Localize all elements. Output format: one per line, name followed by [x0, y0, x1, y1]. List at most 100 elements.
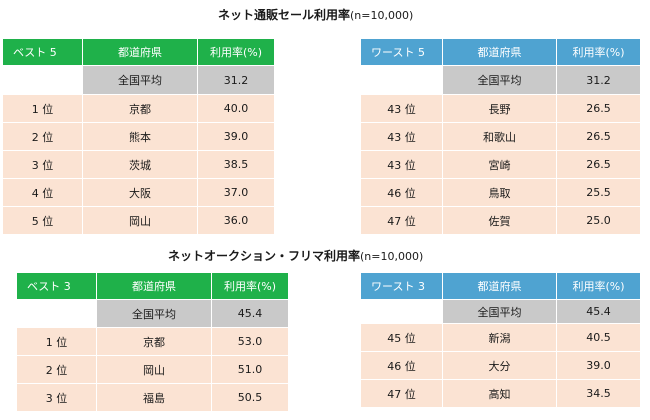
prefecture-header: 都道府県: [96, 272, 212, 300]
prefecture-header: 都道府県: [442, 272, 557, 300]
table-header-row: ワースト 3 都道府県 利用率(%): [360, 272, 641, 300]
rank-header: ワースト 3: [360, 272, 443, 300]
rank-cell: 1 位: [2, 94, 83, 123]
rank-header: ベスト 5: [2, 38, 83, 66]
table-row: 47 位 高知 34.5: [360, 379, 641, 408]
rate-cell: 26.5: [556, 122, 641, 151]
average-blank-cell: [360, 65, 443, 95]
prefecture-cell: 和歌山: [442, 122, 557, 151]
rate-cell: 34.5: [556, 379, 641, 408]
table-row: 2 位 熊本 39.0: [2, 122, 275, 151]
rank-cell: 43 位: [360, 94, 443, 123]
prefecture-cell: 新潟: [442, 323, 557, 352]
average-value: 31.2: [197, 65, 275, 95]
rate-cell: 39.0: [556, 351, 641, 380]
section1-worst-table: ワースト 5 都道府県 利用率(%) 全国平均 31.2 43 位 長野 26.…: [360, 38, 641, 235]
average-value: 45.4: [556, 299, 641, 324]
rank-cell: 46 位: [360, 178, 443, 207]
prefecture-cell: 岡山: [96, 355, 212, 384]
table-row: 43 位 宮崎 26.5: [360, 150, 641, 179]
rate-cell: 40.5: [556, 323, 641, 352]
rate-cell: 37.0: [197, 178, 275, 207]
section1-title: ネット通販セール利用率(n=10,000): [218, 6, 413, 23]
rate-cell: 36.0: [197, 206, 275, 235]
average-blank-cell: [2, 65, 83, 95]
rate-cell: 53.0: [211, 327, 289, 356]
rate-header: 利用率(%): [211, 272, 289, 300]
prefecture-header: 都道府県: [442, 38, 557, 66]
average-label: 全国平均: [442, 299, 557, 324]
rank-cell: 4 位: [2, 178, 83, 207]
rank-cell: 1 位: [16, 327, 97, 356]
prefecture-cell: 大阪: [82, 178, 198, 207]
average-row: 全国平均 45.4: [360, 299, 641, 324]
rate-header: 利用率(%): [556, 38, 641, 66]
prefecture-cell: 大分: [442, 351, 557, 380]
table-row: 1 位 京都 40.0: [2, 94, 275, 123]
average-row: 全国平均 31.2: [360, 65, 641, 95]
rate-cell: 40.0: [197, 94, 275, 123]
rate-cell: 39.0: [197, 122, 275, 151]
average-label: 全国平均: [96, 299, 212, 328]
table-row: 3 位 福島 50.5: [16, 383, 289, 412]
rank-cell: 45 位: [360, 323, 443, 352]
prefecture-cell: 福島: [96, 383, 212, 412]
rate-cell: 26.5: [556, 150, 641, 179]
rank-cell: 46 位: [360, 351, 443, 380]
average-row: 全国平均 45.4: [16, 299, 289, 328]
prefecture-cell: 岡山: [82, 206, 198, 235]
prefecture-cell: 佐賀: [442, 206, 557, 235]
rank-header: ベスト 3: [16, 272, 97, 300]
section2-title-text: ネットオークション・フリマ利用率: [168, 249, 361, 263]
rank-cell: 43 位: [360, 122, 443, 151]
average-label: 全国平均: [442, 65, 557, 95]
section1-subtitle: (n=10,000): [350, 9, 414, 22]
rate-header: 利用率(%): [556, 272, 641, 300]
average-value: 45.4: [211, 299, 289, 328]
rate-cell: 38.5: [197, 150, 275, 179]
section2-best-table: ベスト 3 都道府県 利用率(%) 全国平均 45.4 1 位 京都 53.0 …: [16, 272, 289, 412]
table-row: 43 位 和歌山 26.5: [360, 122, 641, 151]
rate-cell: 25.0: [556, 206, 641, 235]
average-blank-cell: [16, 299, 97, 328]
table-row: 47 位 佐賀 25.0: [360, 206, 641, 235]
prefecture-cell: 宮崎: [442, 150, 557, 179]
average-row: 全国平均 31.2: [2, 65, 275, 95]
table-header-row: ベスト 5 都道府県 利用率(%): [2, 38, 275, 66]
rank-cell: 2 位: [16, 355, 97, 384]
table-row: 43 位 長野 26.5: [360, 94, 641, 123]
rank-cell: 47 位: [360, 379, 443, 408]
prefecture-cell: 茨城: [82, 150, 198, 179]
table-header-row: ワースト 5 都道府県 利用率(%): [360, 38, 641, 66]
prefecture-cell: 高知: [442, 379, 557, 408]
section2-worst-table: ワースト 3 都道府県 利用率(%) 全国平均 45.4 45 位 新潟 40.…: [360, 272, 641, 408]
rate-cell: 50.5: [211, 383, 289, 412]
rank-cell: 2 位: [2, 122, 83, 151]
prefecture-cell: 京都: [96, 327, 212, 356]
table-row: 2 位 岡山 51.0: [16, 355, 289, 384]
table-row: 3 位 茨城 38.5: [2, 150, 275, 179]
rank-cell: 5 位: [2, 206, 83, 235]
average-value: 31.2: [556, 65, 641, 95]
prefecture-header: 都道府県: [82, 38, 198, 66]
rate-cell: 25.5: [556, 178, 641, 207]
table-row: 4 位 大阪 37.0: [2, 178, 275, 207]
rank-cell: 3 位: [16, 383, 97, 412]
section2-title: ネットオークション・フリマ利用率(n=10,000): [168, 247, 423, 264]
average-blank-cell: [360, 299, 443, 324]
section1-title-text: ネット通販セール利用率: [218, 8, 351, 22]
section2-subtitle: (n=10,000): [360, 250, 424, 263]
prefecture-cell: 長野: [442, 94, 557, 123]
table-row: 45 位 新潟 40.5: [360, 323, 641, 352]
rank-cell: 3 位: [2, 150, 83, 179]
rank-cell: 43 位: [360, 150, 443, 179]
prefecture-cell: 京都: [82, 94, 198, 123]
prefecture-cell: 熊本: [82, 122, 198, 151]
table-row: 46 位 鳥取 25.5: [360, 178, 641, 207]
table-header-row: ベスト 3 都道府県 利用率(%): [16, 272, 289, 300]
rate-cell: 26.5: [556, 94, 641, 123]
section1-best-table: ベスト 5 都道府県 利用率(%) 全国平均 31.2 1 位 京都 40.0 …: [2, 38, 275, 235]
rate-header: 利用率(%): [197, 38, 275, 66]
rank-cell: 47 位: [360, 206, 443, 235]
table-row: 5 位 岡山 36.0: [2, 206, 275, 235]
